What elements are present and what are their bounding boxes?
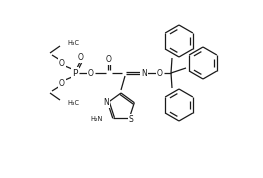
Text: N: N xyxy=(141,69,147,77)
Text: P: P xyxy=(72,69,78,77)
Text: H₃C: H₃C xyxy=(67,40,79,46)
Text: O: O xyxy=(59,78,65,88)
Text: N: N xyxy=(103,98,109,107)
Text: O: O xyxy=(78,53,84,62)
Text: O: O xyxy=(59,59,65,67)
Text: H₂N: H₂N xyxy=(90,116,103,122)
Text: S: S xyxy=(129,115,134,124)
Text: O: O xyxy=(157,69,163,77)
Text: O: O xyxy=(88,69,94,77)
Text: H₃C: H₃C xyxy=(67,100,79,106)
Text: O: O xyxy=(106,54,112,64)
